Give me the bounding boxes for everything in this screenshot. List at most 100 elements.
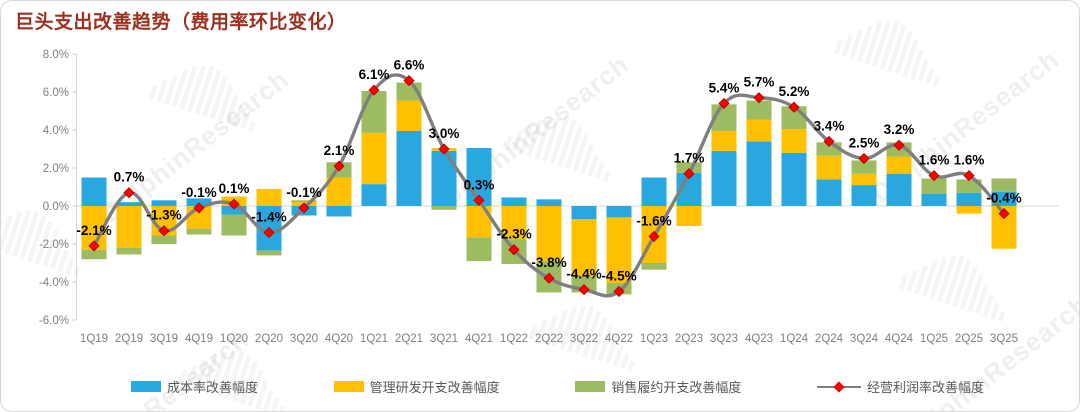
watermark-bar: [526, 119, 543, 158]
bar-segment: [116, 202, 142, 206]
line-marker: [123, 187, 135, 199]
legend-diamond-icon: [833, 380, 845, 393]
watermark-bar: [605, 334, 619, 365]
line-marker: [88, 240, 100, 252]
line-marker: [858, 152, 870, 165]
watermark-bar: [620, 352, 630, 370]
watermark-bar: [544, 314, 558, 345]
watermark-bar: [247, 120, 256, 132]
watermark-bar: [894, 31, 913, 75]
line-marker: [508, 244, 520, 256]
watermark-bar: [42, 229, 59, 267]
bar-segment: [956, 206, 982, 214]
bar-segment: [606, 206, 632, 218]
watermark-bar: [171, 69, 188, 108]
bar-segment: [816, 179, 842, 206]
x-axis-label: 4Q23: [745, 333, 773, 345]
data-label: 5.4%: [709, 80, 740, 95]
bar-segment: [816, 155, 842, 180]
data-label: 5.7%: [744, 75, 775, 90]
watermark-bar: [12, 210, 32, 258]
watermark-bar: [217, 350, 237, 398]
data-label: -4.5%: [601, 269, 636, 284]
x-axis-label: 3Q25: [990, 333, 1018, 345]
watermark-bar: [164, 74, 178, 105]
bar-segment: [571, 206, 597, 220]
bar-segment: [221, 206, 247, 215]
watermark-bar: [887, 24, 907, 73]
watermark-bar: [34, 221, 53, 265]
watermark-bar: [990, 302, 1000, 320]
line-marker: [963, 170, 975, 182]
watermark-bars: [179, 350, 286, 411]
data-label: -2.1%: [76, 223, 111, 238]
watermark-bar: [959, 266, 978, 310]
bar-segment: [256, 188, 282, 206]
bar-segment: [151, 235, 177, 244]
bar-segment: [116, 247, 142, 255]
data-label: -0.1%: [181, 185, 216, 200]
x-axis-label: 3Q23: [710, 333, 738, 345]
bar-segment: [431, 150, 457, 206]
bar-segment: [676, 206, 702, 226]
x-axis-label: 1Q23: [640, 333, 668, 345]
y-axis-label: -4.0%: [39, 277, 69, 289]
y-axis-label: 2.0%: [43, 163, 69, 175]
x-axis-label: 4Q24: [885, 333, 914, 345]
watermark-bar: [849, 29, 863, 60]
data-label: 3.4%: [814, 118, 845, 133]
bar-segment: [851, 160, 877, 174]
line-marker: [193, 202, 205, 214]
bar-segment: [886, 156, 912, 174]
watermark-bar: [201, 354, 218, 393]
chart-title: 巨头支出改善趋势（费用率环比变化）: [15, 12, 347, 33]
x-axis-label: 2Q22: [535, 333, 563, 345]
bar-segment: [256, 250, 282, 256]
bar-segment: [536, 199, 562, 206]
line-marker: [368, 84, 380, 96]
line-marker: [648, 230, 660, 242]
bar-segment: [781, 152, 807, 206]
watermark-bar: [549, 115, 570, 165]
data-label: 6.6%: [394, 58, 425, 73]
watermark-bar: [534, 116, 553, 160]
watermark-bars: [529, 305, 636, 372]
watermark-bar: [967, 274, 984, 312]
bar-segment: [396, 100, 422, 131]
line-marker: [613, 285, 625, 298]
x-axis-label: 1Q21: [360, 333, 388, 345]
watermark-bar: [574, 305, 595, 355]
line-marker: [998, 208, 1010, 220]
line-marker: [578, 284, 590, 296]
watermark-bar: [50, 239, 64, 270]
line-marker: [788, 101, 800, 113]
watermark-bar: [921, 259, 938, 298]
line-marker: [753, 92, 765, 104]
watermark-bar: [627, 360, 636, 372]
data-label: 3.2%: [884, 122, 915, 137]
x-axis-label: 1Q24: [780, 333, 809, 345]
chart-legend: 成本率改善幅度 管理研发开支改善幅度 销售履约开支改善幅度 经营利润率改善幅度: [131, 373, 984, 399]
x-axis-label: 2Q20: [255, 333, 283, 345]
bar-segment: [571, 219, 597, 277]
bar-segment: [956, 179, 982, 193]
line-marker: [473, 194, 485, 206]
bar-segment: [641, 263, 667, 270]
line-marker: [928, 170, 940, 182]
watermark-bar: [57, 249, 69, 272]
watermark-bar: [975, 284, 989, 315]
line-marker: [158, 225, 170, 237]
watermark-bar: [519, 124, 533, 155]
bar-segment: [326, 206, 352, 217]
data-label: -1.4%: [251, 210, 286, 225]
watermark-bar: [209, 351, 228, 395]
watermark-bar: [232, 104, 244, 127]
data-label: -1.3%: [146, 208, 181, 223]
legend-item-3: 销售履约开支改善幅度: [575, 377, 741, 396]
legend-item-1: 成本率改善幅度: [131, 377, 258, 396]
y-axis-label: 6.0%: [43, 87, 69, 99]
legend-swatch: [333, 380, 364, 392]
data-label: -2.3%: [496, 227, 531, 242]
watermark-bar: [27, 214, 47, 263]
